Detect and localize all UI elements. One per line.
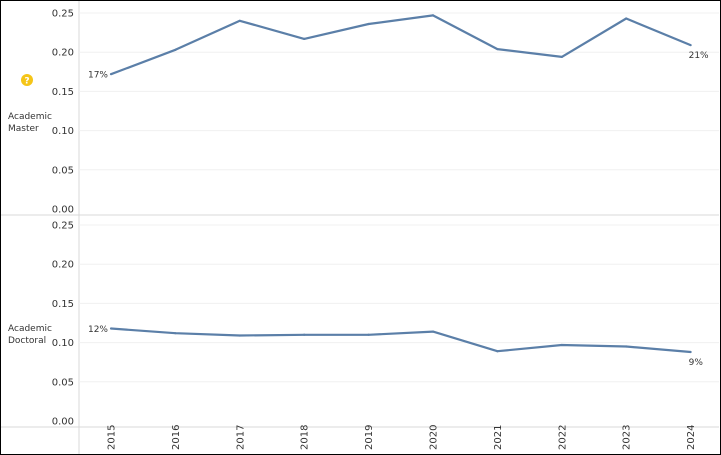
y-tick-label: 0.10 [52,338,74,349]
x-tick-label: 2022 [557,425,568,450]
end-value-label: 21% [689,51,709,61]
row-label-line: Doctoral [8,336,46,346]
data-point-2016 [174,332,177,335]
data-point-2023 [625,17,628,20]
data-point-2024 [689,44,692,47]
data-point-2015 [109,73,113,76]
end-value-label: 9% [689,358,704,368]
data-point-2021 [496,350,499,353]
x-tick-label: 2024 [686,425,697,450]
y-tick-label: 0.20 [52,260,74,271]
x-tick-label: 2020 [429,425,440,450]
help-icon-glyph: ? [24,77,29,87]
data-point-2022 [560,343,563,347]
x-tick-label: 2023 [622,425,633,450]
y-tick-label: 0.15 [52,87,74,98]
y-tick-label: 0.10 [52,126,74,137]
x-tick-label: 2019 [364,425,375,450]
y-tick-label: 0.15 [52,299,74,310]
data-point-2017 [238,19,241,22]
data-point-2021 [496,47,499,51]
series-line-panel-1 [110,14,692,76]
row-label-line: Master [8,124,39,134]
data-point-2024 [689,350,692,354]
data-point-2019 [367,333,370,336]
start-value-label: 12% [88,325,108,335]
data-point-2020 [431,330,435,333]
x-tick-label: 2021 [493,425,504,450]
help-icon[interactable] [21,74,33,86]
y-tick-label: 0.00 [52,417,74,428]
row-label-line: Academic [8,112,52,122]
y-tick-label: 0.00 [52,205,74,216]
series-line-panel-2 [110,327,691,354]
x-tick-label: 2018 [300,425,311,450]
data-point-2015 [109,327,113,330]
y-tick-label: 0.05 [52,165,74,176]
y-tick-label: 0.25 [52,221,74,232]
x-tick-label: 2017 [235,425,246,450]
data-point-2018 [303,37,306,40]
data-point-2023 [625,345,628,348]
data-point-2022 [560,55,563,59]
x-tick-label: 2015 [107,425,118,450]
row-label-line: Academic [8,324,52,334]
data-point-2018 [303,333,306,336]
data-point-2020 [431,14,435,17]
data-point-2016 [174,48,177,51]
y-tick-label: 0.25 [52,9,74,20]
start-value-label: 17% [88,71,108,81]
y-tick-label: 0.20 [52,48,74,59]
x-tick-label: 2016 [171,425,182,450]
data-point-2019 [367,22,370,26]
data-point-2017 [238,334,241,337]
y-tick-label: 0.05 [52,377,74,388]
